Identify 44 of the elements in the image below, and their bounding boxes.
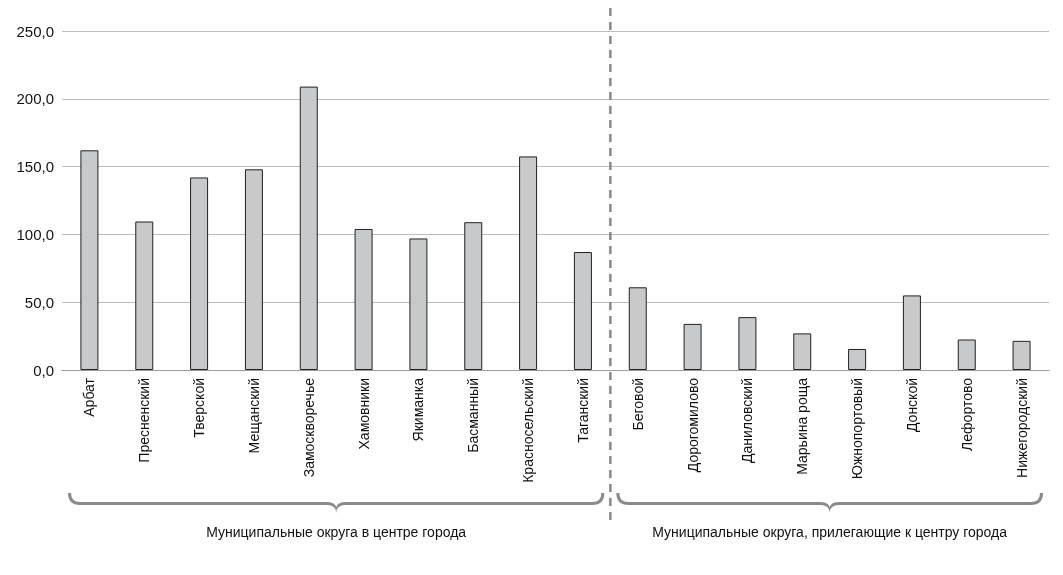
y-tick-label: 50,0 bbox=[24, 293, 54, 311]
bar bbox=[190, 177, 209, 370]
x-tick-label: Хамовники bbox=[355, 378, 372, 450]
x-tick-label: Мещанский bbox=[245, 378, 262, 454]
y-tick-label: 0,0 bbox=[33, 361, 54, 379]
x-tick-label: Нижегородский bbox=[1013, 378, 1030, 478]
x-tick-label: Тверской bbox=[191, 378, 208, 438]
x-tick-label: Донской bbox=[903, 378, 920, 433]
text: Муниципальные округа в центре города bbox=[206, 524, 467, 540]
y-tick-label: 200,0 bbox=[16, 90, 54, 108]
x-tick-label: Марьина роща bbox=[794, 377, 811, 475]
bar bbox=[957, 339, 976, 370]
x-tick-label: Пресненский bbox=[136, 378, 153, 463]
bar bbox=[354, 228, 373, 370]
y-tick-label: 150,0 bbox=[16, 158, 54, 176]
x-tick-label: Дорогомилово bbox=[684, 377, 701, 473]
x-tick-label: Беговой bbox=[629, 378, 646, 431]
bar bbox=[793, 333, 812, 370]
bar bbox=[848, 348, 867, 370]
x-tick-label: Якиманка bbox=[410, 377, 427, 442]
bar bbox=[244, 169, 263, 370]
x-tick-label: Таганский bbox=[574, 378, 591, 443]
bar bbox=[683, 323, 702, 370]
bar bbox=[519, 156, 538, 370]
x-tick-label: Даниловский bbox=[739, 378, 756, 463]
bar bbox=[299, 86, 318, 370]
bar bbox=[1012, 340, 1031, 370]
y-tick-label: 250,0 bbox=[16, 22, 54, 40]
text: Муниципальные округа, прилегающие к центру города bbox=[652, 524, 1008, 540]
x-tick-label: Лефортово bbox=[958, 377, 975, 451]
x-tick-label: Арбат bbox=[81, 377, 98, 417]
y-tick-label: 100,0 bbox=[16, 225, 54, 243]
bar bbox=[628, 287, 647, 370]
bar bbox=[738, 317, 757, 370]
x-tick-label: Басманный bbox=[465, 378, 482, 453]
x-tick-label: Замоскворечье bbox=[300, 377, 317, 478]
bar bbox=[573, 252, 592, 370]
bar bbox=[135, 221, 154, 370]
bar bbox=[902, 295, 921, 370]
x-tick-label: Южнопортовый bbox=[849, 378, 866, 480]
bar bbox=[80, 150, 99, 370]
x-tick-label: Красносельский bbox=[520, 378, 537, 483]
bar bbox=[409, 238, 428, 370]
bar bbox=[464, 222, 483, 370]
